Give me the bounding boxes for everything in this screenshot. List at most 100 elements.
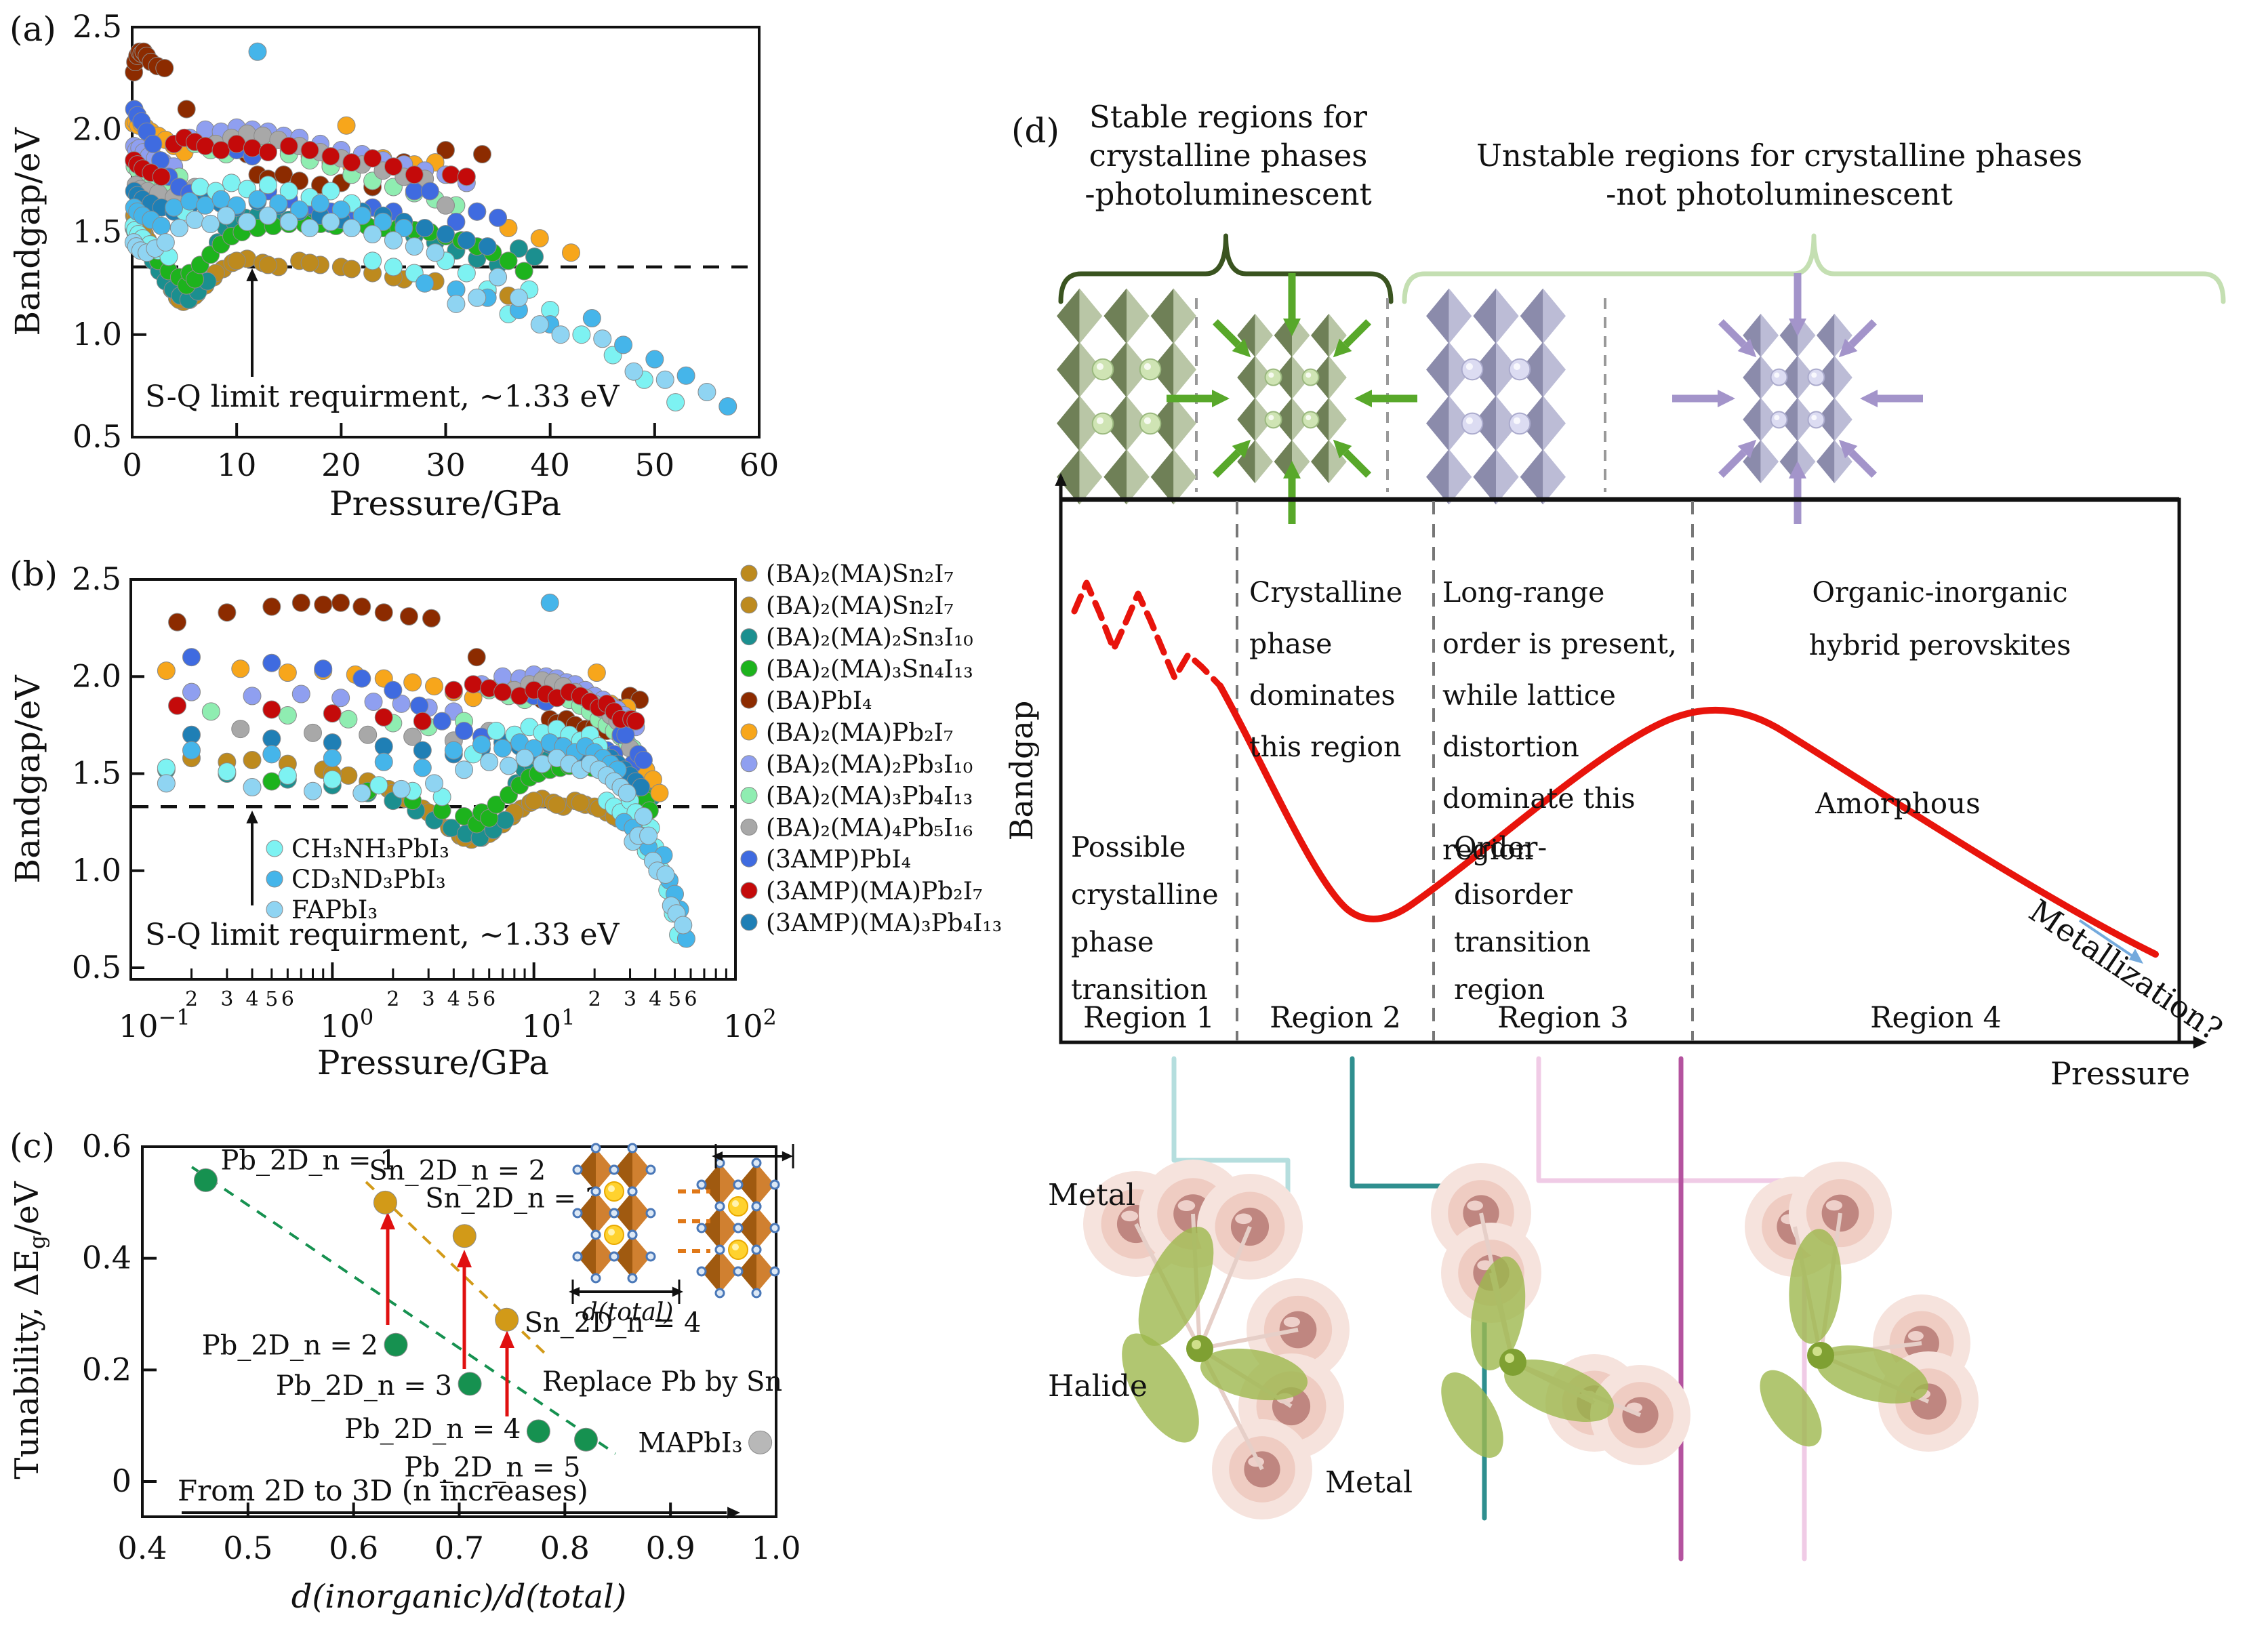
legend-item: (3AMP)(MA)Pb₂I₇ [740, 878, 982, 905]
svg-text:(BA)PbI₄: (BA)PbI₄ [766, 687, 872, 715]
svg-text:4: 4 [649, 987, 662, 1011]
series-a-4 [125, 42, 491, 197]
svg-text:(BA)₂(MA)₄Pb₅I₁₆: (BA)₂(MA)₄Pb₅I₁₆ [766, 814, 973, 842]
svg-text:Pressure/GPa: Pressure/GPa [329, 484, 561, 523]
svg-text:dominates: dominates [1249, 679, 1396, 712]
sn-2d-series: Sn_2D_n = 2Sn_2D_n = 3 Sn_2D_n = 4 [369, 1155, 701, 1339]
svg-text:3: 3 [220, 987, 233, 1011]
svg-text:(3AMP)PbI₄: (3AMP)PbI₄ [766, 846, 911, 874]
region-texts: Crystalline phase dominates this region Long… [1071, 576, 2071, 1006]
svg-text:1.0: 1.0 [73, 316, 122, 352]
svg-text:Bandgap/eV: Bandgap/eV [8, 675, 47, 884]
svg-text:d(inorganic)/d(total): d(inorganic)/d(total) [291, 1578, 627, 1616]
panel-d-label: (d) [1011, 111, 1060, 150]
svg-text:4: 4 [447, 987, 460, 1011]
crystal-green-icon [1057, 288, 1196, 505]
svg-text:Pressure: Pressure [2050, 1055, 2190, 1092]
svg-text:0.6: 0.6 [329, 1530, 378, 1566]
svg-text:0.4: 0.4 [117, 1530, 167, 1566]
svg-text:(BA)₂(MA)₃Sn₄I₁₃: (BA)₂(MA)₃Sn₄I₁₃ [766, 655, 973, 683]
panel-c-label: (c) [9, 1126, 56, 1166]
legend-item: (BA)₂(MA)₄Pb₅I₁₆ [740, 814, 973, 842]
svg-text:(3AMP)(MA)Pb₂I₇: (3AMP)(MA)Pb₂I₇ [766, 878, 982, 905]
svg-text:0.2: 0.2 [82, 1351, 131, 1387]
svg-text:Halide: Halide [1048, 1369, 1148, 1404]
svg-text:Replace Pb by Sn: Replace Pb by Sn [542, 1366, 782, 1397]
svg-text:2.0: 2.0 [73, 110, 122, 147]
svg-text:Stable regions for: Stable regions for [1089, 99, 1367, 135]
svg-text:3: 3 [624, 987, 636, 1011]
svg-text:Long-range: Long-range [1442, 576, 1604, 609]
svg-text:while lattice: while lattice [1442, 679, 1616, 712]
crystal-purple-compressed-icon [1672, 273, 1923, 524]
svg-text:Region 4: Region 4 [1870, 1001, 2002, 1035]
svg-text:(BA)₂(MA)₂Pb₃I₁₀: (BA)₂(MA)₂Pb₃I₁₀ [766, 751, 973, 779]
legend-item: (BA)₂(MA)Sn₂I₇ [740, 560, 954, 588]
svg-text:20: 20 [321, 447, 361, 483]
series-b-10 [168, 675, 645, 731]
molecule-1 [1083, 1160, 1350, 1519]
svg-text:Metal: Metal [1048, 1178, 1135, 1212]
svg-text:Sn_2D_n = 2: Sn_2D_n = 2 [369, 1155, 546, 1186]
svg-text:Tunability, ΔEg/eV: Tunability, ΔEg/eV [8, 1181, 50, 1479]
svg-text:d(total): d(total) [582, 1299, 674, 1326]
svg-text:dominate this: dominate this [1442, 782, 1636, 815]
svg-text:CD₃ND₃PbI₃: CD₃ND₃PbI₃ [291, 865, 446, 894]
svg-text:10−1: 10−1 [119, 1004, 190, 1044]
svg-text:-not photoluminescent: -not photoluminescent [1606, 176, 1953, 212]
svg-text:order is present,: order is present, [1442, 628, 1677, 660]
svg-text:5: 5 [467, 987, 480, 1011]
svg-text:CH₃NH₃PbI₃: CH₃NH₃PbI₃ [291, 834, 449, 863]
svg-text:-photoluminescent: -photoluminescent [1085, 176, 1371, 212]
series-a-10 [125, 128, 476, 186]
svg-text:40: 40 [530, 447, 570, 483]
svg-text:0.7: 0.7 [434, 1530, 484, 1566]
svg-text:0.5: 0.5 [72, 949, 121, 985]
legend-item: (BA)₂(MA)Pb₂I₇ [740, 719, 953, 747]
legend-item: (BA)₂(MA)₃Pb₄I₁₃ [740, 783, 973, 811]
legend-item: (3AMP)(MA)₃Pb₄I₁₃ [740, 910, 1002, 937]
svg-text:Possible: Possible [1071, 831, 1186, 863]
legend-item: (BA)₂(MA)₃Sn₄I₁₃ [740, 655, 973, 683]
series-a-14 [124, 206, 716, 401]
svg-text:Pressure/GPa: Pressure/GPa [317, 1043, 549, 1082]
svg-text:Sn_2D_n = 4: Sn_2D_n = 4 [525, 1307, 702, 1339]
svg-text:0.5: 0.5 [73, 418, 122, 455]
panel-b-legend: (BA)₂(MA)Sn₂I₇ (BA)₂(MA)Sn₂I₇ (BA)₂(MA)₂Sn… [740, 560, 1002, 937]
svg-text:6: 6 [483, 987, 495, 1011]
svg-text:Crystalline: Crystalline [1249, 576, 1402, 609]
svg-text:Organic-inorganic: Organic-inorganic [1812, 576, 2067, 609]
svg-text:disorder: disorder [1454, 878, 1573, 911]
svg-text:Bandgap/eV: Bandgap/eV [8, 127, 47, 336]
svg-text:crystalline phases: crystalline phases [1089, 138, 1368, 173]
series-b-13 [182, 593, 695, 948]
svg-text:2.0: 2.0 [72, 657, 121, 694]
pb-2d-series: Pb_2D_n = 1 Pb_2D_n = 2 Pb_2D_n = 3 Pb_2D_n… [194, 1145, 598, 1483]
svg-text:6: 6 [684, 987, 697, 1011]
svg-text:1.5: 1.5 [72, 755, 121, 792]
panel-b-points [157, 593, 695, 948]
svg-text:100: 100 [320, 1004, 373, 1044]
svg-text:Order-: Order- [1454, 831, 1547, 863]
svg-text:4: 4 [245, 987, 258, 1011]
legend-item: (BA)₂(MA)₂Pb₃I₁₀ [740, 751, 973, 779]
panel-b-label: (b) [9, 554, 58, 594]
svg-text:Pb_2D_n = 4: Pb_2D_n = 4 [344, 1414, 521, 1445]
crystal-green-compressed-icon [1167, 273, 1417, 524]
svg-text:Pb_2D_n = 5: Pb_2D_n = 5 [404, 1452, 580, 1483]
svg-text:2: 2 [588, 987, 601, 1011]
svg-text:Region 1: Region 1 [1083, 1001, 1215, 1035]
svg-text:2: 2 [386, 987, 399, 1011]
svg-text:6: 6 [281, 987, 294, 1011]
legend-item: (BA)PbI₄ [740, 687, 872, 715]
svg-text:MAPbI₃: MAPbI₃ [638, 1427, 742, 1458]
svg-text:(BA)₂(MA)₂Sn₃I₁₀: (BA)₂(MA)₂Sn₃I₁₀ [766, 624, 973, 652]
svg-text:5: 5 [265, 987, 278, 1011]
region-labels: Region 1 Region 2 Region 3 Region 4 [1083, 1001, 2002, 1035]
svg-text:10: 10 [217, 447, 257, 483]
svg-text:101: 101 [522, 1004, 575, 1044]
svg-text:(BA)₂(MA)Sn₂I₇: (BA)₂(MA)Sn₂I₇ [766, 560, 954, 588]
panel-a: 0.5 1.0 1.5 2.0 2.5 0 10 20 30 40 50 60 S-Q limit re… [8, 8, 779, 523]
